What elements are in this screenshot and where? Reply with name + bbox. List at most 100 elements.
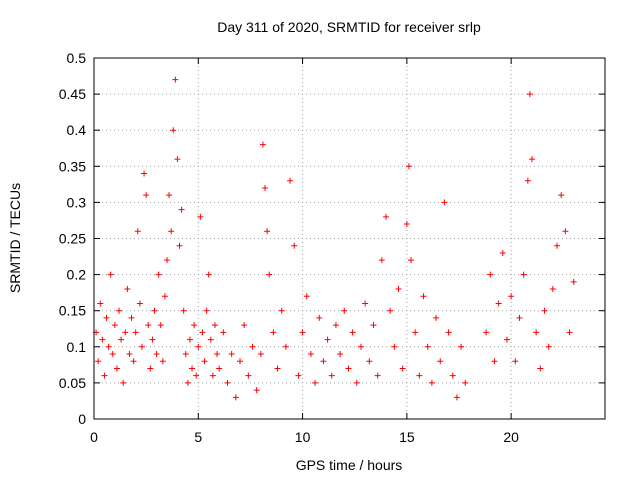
data-point <box>270 329 277 336</box>
data-point <box>176 242 183 249</box>
data-point <box>113 365 120 372</box>
data-point <box>416 372 423 379</box>
data-point <box>533 329 540 336</box>
data-point <box>345 365 352 372</box>
data-point <box>168 228 175 235</box>
data-point <box>180 307 187 314</box>
data-point <box>399 365 406 372</box>
data-point <box>203 307 210 314</box>
data-point <box>437 358 444 365</box>
data-point <box>387 307 394 314</box>
data-point <box>391 343 398 350</box>
x-tick-label: 15 <box>399 429 415 445</box>
data-point <box>111 322 118 329</box>
data-point <box>320 358 327 365</box>
data-point <box>441 199 448 206</box>
data-point <box>412 329 419 336</box>
data-point <box>159 358 166 365</box>
data-point <box>124 286 131 293</box>
data-point <box>353 379 360 386</box>
data-point <box>508 293 515 300</box>
data-point <box>105 343 112 350</box>
axes: 0 0.05 0.1 0.15 0.2 0.25 0.3 0.35 0.4 0.45 0.5 0 5 10… <box>59 50 605 445</box>
data-point <box>554 242 561 249</box>
data-point <box>366 358 373 365</box>
y-tick-label: 0.2 <box>67 267 87 283</box>
data-point <box>445 329 452 336</box>
data-point <box>545 343 552 350</box>
data-point <box>134 228 141 235</box>
data-point <box>224 379 231 386</box>
data-point <box>109 351 116 358</box>
data-point <box>207 336 214 343</box>
data-point <box>182 351 189 358</box>
data-point <box>95 358 102 365</box>
data-point <box>299 329 306 336</box>
data-point <box>303 293 310 300</box>
data-point <box>570 278 577 285</box>
data-point <box>453 394 460 401</box>
data-point <box>164 257 170 264</box>
data-point <box>118 336 125 343</box>
data-point <box>324 336 331 343</box>
data-point <box>211 322 218 329</box>
data-point <box>526 91 533 98</box>
data-point <box>201 358 208 365</box>
data-point <box>128 314 135 321</box>
data-point <box>549 286 556 293</box>
y-tick-label: 0.5 <box>67 50 87 66</box>
data-point <box>120 379 127 386</box>
data-point <box>189 365 196 372</box>
data-point <box>259 141 266 148</box>
data-point <box>151 307 158 314</box>
data-point <box>349 329 356 336</box>
data-point <box>357 343 364 350</box>
data-point <box>147 365 154 372</box>
data-point <box>99 336 106 343</box>
data-point <box>153 351 160 358</box>
data-point <box>257 351 264 358</box>
y-tick-label: 0.15 <box>59 303 86 319</box>
data-point <box>362 300 369 307</box>
plot-frame <box>93 57 606 420</box>
data-point <box>462 379 469 386</box>
data-point <box>403 221 410 228</box>
data-point <box>499 249 506 256</box>
data-point <box>103 314 110 321</box>
data-point <box>374 372 381 379</box>
data-point <box>245 372 252 379</box>
data-point <box>307 351 314 358</box>
data-point <box>529 156 535 163</box>
y-tick-label: 0.1 <box>67 339 87 355</box>
data-point <box>253 387 260 394</box>
x-tick-label: 0 <box>90 429 98 445</box>
data-point <box>166 192 173 199</box>
x-tick-label: 5 <box>194 429 202 445</box>
data-point <box>237 358 243 365</box>
data-point <box>132 329 139 336</box>
y-tick-label: 0.05 <box>59 375 86 391</box>
data-point <box>487 271 494 278</box>
data-point <box>262 184 269 191</box>
data-point <box>433 314 440 321</box>
data-point <box>483 329 490 336</box>
data-point <box>232 394 239 401</box>
data-point <box>520 271 527 278</box>
data-point <box>503 336 510 343</box>
data-point <box>291 242 298 249</box>
data-point <box>458 343 465 350</box>
data-point <box>228 351 235 358</box>
data-point <box>141 170 148 177</box>
data-point <box>249 343 256 350</box>
data-point <box>107 271 114 278</box>
data-point <box>378 257 385 264</box>
data-point <box>541 307 548 314</box>
data-point <box>449 372 456 379</box>
data-point <box>209 372 216 379</box>
data-point <box>136 300 143 307</box>
data-point <box>122 329 129 336</box>
data-points <box>93 76 577 401</box>
data-point <box>216 365 223 372</box>
data-point <box>143 192 150 199</box>
